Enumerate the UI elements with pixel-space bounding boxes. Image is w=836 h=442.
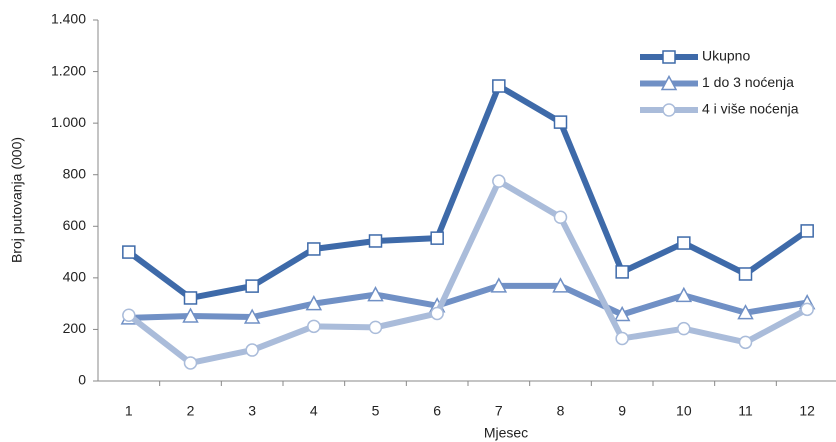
point bbox=[307, 319, 321, 334]
legend-label: 4 i više noćenja bbox=[702, 101, 799, 117]
point bbox=[677, 321, 691, 336]
series-line bbox=[128, 282, 808, 321]
x-tick-label: 10 bbox=[676, 403, 692, 419]
point bbox=[368, 234, 383, 248]
point bbox=[615, 265, 629, 279]
x-tick-label: 11 bbox=[738, 403, 753, 419]
point bbox=[800, 224, 814, 238]
x-tick-label: 3 bbox=[248, 403, 256, 419]
point bbox=[183, 356, 198, 370]
x-tick-label: 6 bbox=[433, 403, 441, 419]
x-tick-label: 12 bbox=[799, 403, 815, 419]
point bbox=[307, 242, 321, 256]
point bbox=[738, 335, 753, 350]
x-tick-label: 2 bbox=[187, 403, 195, 419]
y-tick-label: 1.400 bbox=[51, 11, 86, 27]
point bbox=[552, 277, 569, 293]
y-tick-label: 800 bbox=[63, 165, 87, 181]
legend-marker bbox=[660, 74, 678, 91]
x-tick-label: 7 bbox=[495, 403, 503, 419]
y-tick-label: 400 bbox=[63, 269, 87, 285]
legend-label: Ukupno bbox=[702, 48, 750, 64]
point bbox=[183, 291, 198, 305]
x-tick-label: 9 bbox=[618, 403, 626, 419]
y-tick-label: 200 bbox=[63, 320, 87, 336]
point bbox=[492, 79, 506, 93]
point bbox=[677, 236, 691, 250]
x-tick-label: 8 bbox=[557, 403, 565, 419]
point bbox=[737, 304, 754, 320]
x-axis-label: Mjesec bbox=[484, 425, 528, 441]
legend-marker bbox=[662, 103, 676, 117]
x-tick-label: 1 bbox=[125, 403, 133, 419]
point bbox=[738, 267, 753, 281]
point bbox=[245, 279, 259, 293]
y-tick-label: 600 bbox=[63, 217, 87, 233]
y-tick-label: 0 bbox=[78, 372, 86, 388]
point bbox=[553, 210, 568, 225]
y-tick-label: 1.200 bbox=[51, 62, 86, 78]
point bbox=[243, 308, 261, 324]
series-line bbox=[127, 83, 809, 301]
y-tick-label: 1.000 bbox=[51, 114, 86, 130]
point bbox=[615, 331, 629, 346]
y-axis-label: Broj putovanja (000) bbox=[9, 137, 25, 263]
point bbox=[305, 295, 323, 311]
point bbox=[245, 343, 259, 357]
point bbox=[613, 305, 631, 322]
point bbox=[490, 277, 508, 293]
point bbox=[675, 286, 693, 303]
legend-label: 1 do 3 noćenja bbox=[702, 74, 794, 90]
point bbox=[430, 306, 444, 321]
x-tick-label: 5 bbox=[372, 403, 380, 419]
point bbox=[553, 115, 568, 129]
point bbox=[368, 320, 383, 335]
legend-marker bbox=[662, 50, 676, 64]
point bbox=[430, 231, 444, 245]
point bbox=[122, 308, 136, 322]
series-line bbox=[126, 178, 809, 366]
x-tick-label: 4 bbox=[310, 403, 318, 419]
point bbox=[182, 307, 199, 323]
point bbox=[367, 286, 384, 302]
point bbox=[800, 302, 814, 317]
point bbox=[492, 174, 506, 188]
point bbox=[122, 245, 136, 259]
